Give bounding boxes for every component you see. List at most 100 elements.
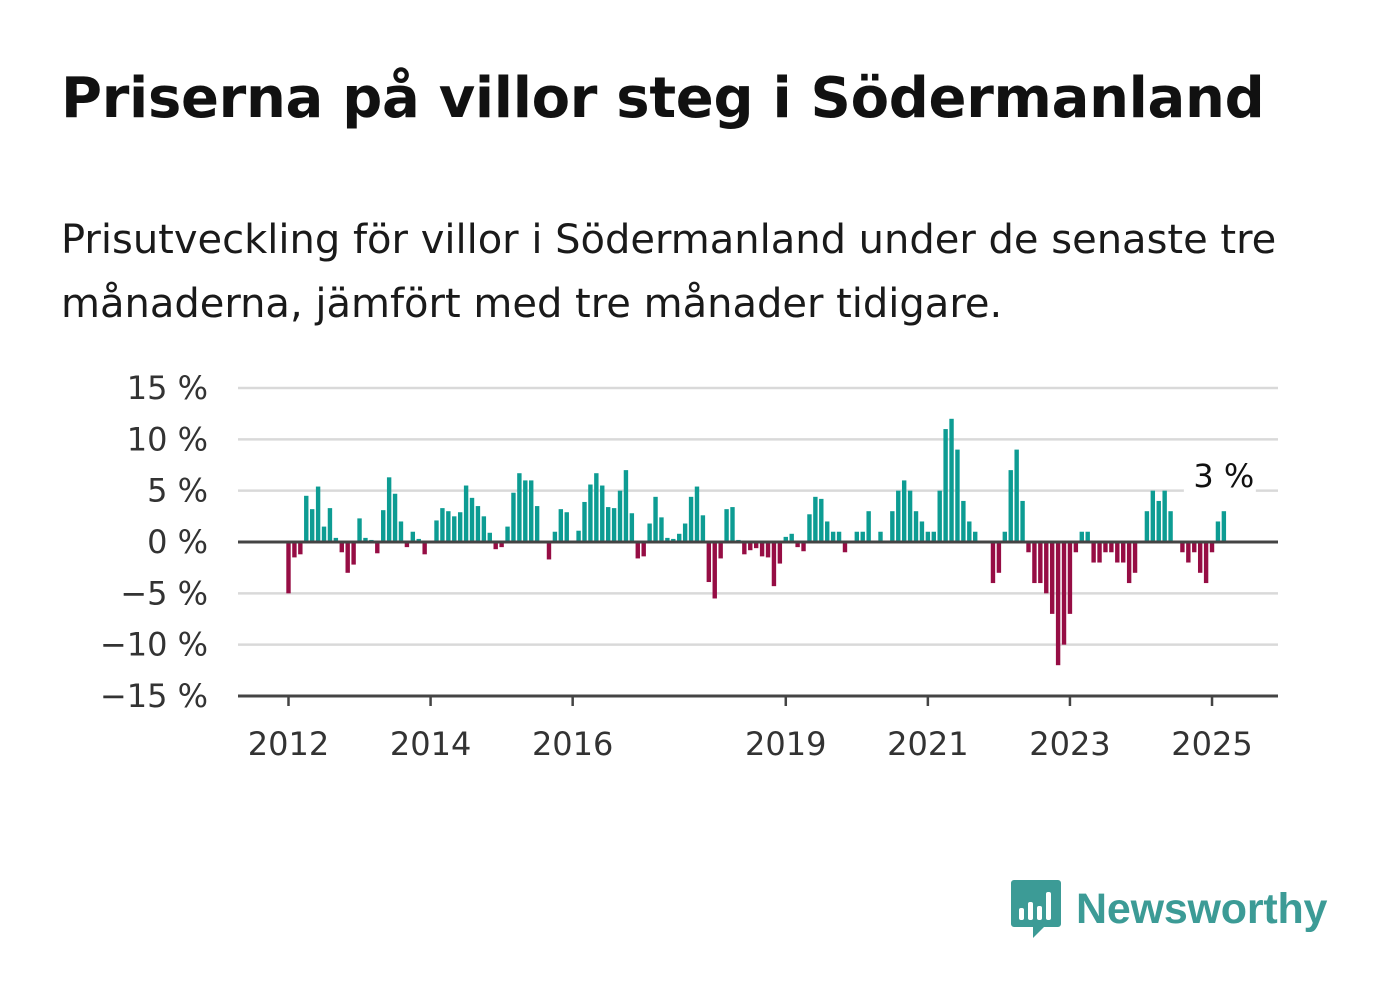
bar (730, 507, 735, 542)
bar (1197, 542, 1203, 573)
bar (1073, 542, 1079, 553)
bar (1126, 542, 1132, 584)
bar (298, 542, 303, 555)
bar (475, 506, 481, 542)
bar (304, 495, 309, 542)
x-tick-label: 2021 (887, 725, 968, 763)
bar (937, 490, 942, 542)
bar (345, 542, 350, 573)
bar (1215, 521, 1221, 542)
bar (582, 501, 587, 542)
bar (682, 523, 688, 542)
bar (375, 542, 380, 554)
bar (641, 542, 646, 557)
bar (386, 477, 392, 542)
bar (1008, 470, 1013, 542)
bar (404, 542, 410, 548)
x-tick-label: 2014 (390, 725, 471, 763)
bar (653, 496, 658, 542)
bar (759, 542, 765, 557)
bar (913, 511, 919, 542)
bar (523, 480, 528, 542)
y-axis-ticks: 15 % 10 % 5 % 0 % −5 % −10 % −15 % (100, 369, 208, 715)
bar (718, 542, 723, 559)
bar (694, 486, 700, 542)
bar (688, 496, 694, 542)
bar (351, 542, 356, 565)
bar (357, 518, 362, 542)
bar (1079, 531, 1084, 542)
bar (1002, 531, 1008, 542)
bar (1061, 542, 1067, 645)
bar (286, 542, 291, 594)
bar (422, 542, 427, 555)
bar (901, 480, 907, 542)
bar (907, 490, 913, 542)
brand: Newsworthy (1010, 878, 1327, 940)
bar (321, 526, 327, 542)
x-tick-label: 2016 (532, 725, 613, 763)
bar (594, 473, 599, 542)
bar (1032, 542, 1037, 584)
bar (955, 449, 960, 542)
bar (617, 490, 623, 542)
bar (647, 523, 652, 542)
bar (830, 531, 836, 542)
bar (493, 542, 498, 550)
bar (807, 514, 812, 542)
bar (487, 532, 492, 542)
y-tick-label: −5 % (120, 574, 208, 612)
bar (925, 531, 931, 542)
bar (564, 512, 569, 542)
grid-lines (238, 386, 1278, 646)
newsworthy-logo-icon (1011, 880, 1061, 938)
x-tick-label: 2025 (1171, 725, 1252, 763)
bar (795, 542, 800, 548)
bar (1115, 542, 1120, 563)
bar (552, 531, 558, 542)
bar (724, 509, 729, 542)
x-tick-label: 2023 (1029, 725, 1110, 763)
bar (446, 511, 451, 542)
bar (1209, 542, 1215, 553)
chart-title: Priserna på villor steg i Södermanland (61, 66, 1265, 131)
bar (546, 542, 552, 560)
x-tick-label: 2012 (248, 725, 329, 763)
bar (1103, 542, 1108, 553)
bar (1162, 490, 1167, 542)
x-axis-ticks: 2012 2014 2016 2019 2021 2023 2025 (248, 696, 1253, 763)
y-tick-label: 5 % (147, 472, 208, 510)
bar (463, 485, 469, 542)
bar (600, 485, 605, 542)
bar (700, 515, 706, 542)
bar (842, 542, 848, 553)
bar (771, 542, 777, 587)
bar (517, 473, 522, 542)
bar (1168, 511, 1173, 542)
bar (896, 490, 901, 542)
bar (890, 511, 895, 542)
y-tick-label: −10 % (100, 626, 208, 664)
bar (499, 542, 504, 548)
bar (505, 526, 510, 542)
bar (1026, 542, 1031, 553)
bar (381, 510, 386, 542)
bar (469, 497, 475, 542)
bar (511, 492, 516, 542)
bar (1156, 500, 1161, 542)
bar (309, 509, 315, 542)
bar (635, 542, 640, 559)
bar (1020, 500, 1025, 542)
bar (1085, 531, 1090, 542)
bar (440, 508, 445, 542)
bar (410, 531, 416, 542)
bar (813, 496, 818, 542)
bar (1109, 542, 1114, 553)
annotations: 3 % (1183, 453, 1256, 496)
bar (363, 537, 368, 542)
bar (315, 486, 321, 542)
bar (765, 542, 771, 558)
bar (860, 531, 865, 542)
y-tick-label: 10 % (127, 420, 208, 458)
bar (576, 530, 581, 542)
